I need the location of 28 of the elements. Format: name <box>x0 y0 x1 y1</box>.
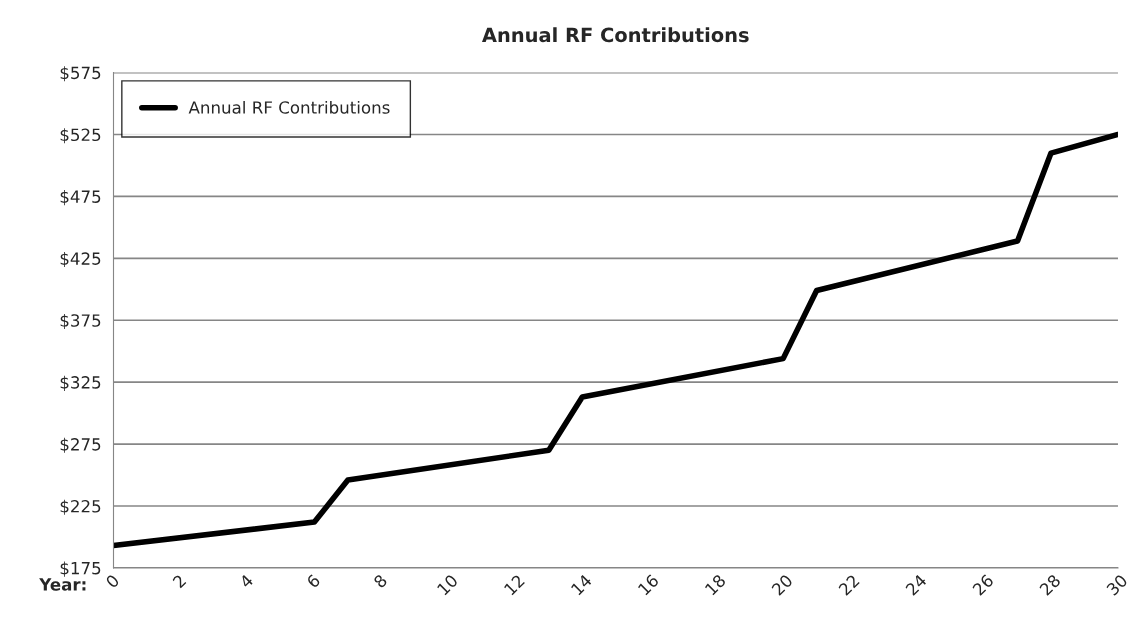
x-tick-label: 6 <box>305 573 321 589</box>
y-tick-label: $225 <box>60 499 101 515</box>
x-tick-label: 28 <box>1038 573 1062 597</box>
x-tick-label: 16 <box>637 573 660 596</box>
y-tick-label: $525 <box>60 128 101 144</box>
x-tick-label: 10 <box>436 573 459 596</box>
x-tick-label: 12 <box>503 574 525 596</box>
y-tick-label: $375 <box>60 313 101 330</box>
legend-label: Annual RF Contributions <box>188 100 390 114</box>
y-tick-label: $475 <box>60 190 101 206</box>
chart-title: Annual RF Contributions <box>482 27 749 43</box>
x-tick-label: 18 <box>704 573 727 596</box>
y-tick-label: $575 <box>60 66 101 82</box>
x-tick-label: 4 <box>238 573 254 589</box>
x-tick-label: 8 <box>372 573 388 589</box>
y-tick-label: $175 <box>60 561 101 577</box>
x-tick-label: 2 <box>172 574 187 589</box>
x-tick-label: 22 <box>837 574 860 596</box>
x-tick-label: 26 <box>971 573 995 597</box>
x-tick-label: 24 <box>904 573 928 596</box>
y-tick-label: $325 <box>60 375 101 391</box>
x-tick-label: 14 <box>570 573 593 596</box>
y-tick-label: $275 <box>60 437 101 453</box>
x-axis-title: Year: <box>39 578 86 591</box>
y-tick-label: $425 <box>60 251 101 268</box>
x-tick-label: 0 <box>105 573 120 589</box>
x-tick-label: 30 <box>1105 573 1129 596</box>
x-tick-label: 20 <box>771 573 794 597</box>
